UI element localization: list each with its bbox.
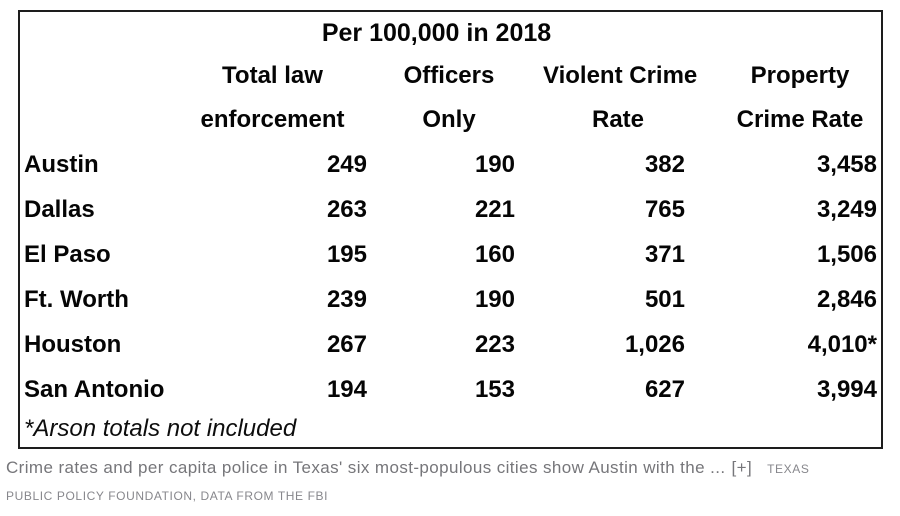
city-label: El Paso <box>24 240 111 268</box>
officers-only-value: 223 <box>474 330 515 358</box>
city-label: San Antonio <box>24 375 165 403</box>
property-crime-rate-value: 2,846 <box>816 285 877 313</box>
officers-only-value: 153 <box>474 375 515 403</box>
property-crime-rate-value: 3,458 <box>816 150 877 178</box>
officers-only-value: 221 <box>474 195 515 223</box>
credit-line-1: TEXAS <box>767 462 810 476</box>
property-crime-rate-value: 3,249 <box>816 195 877 223</box>
table-row: Ft. Worth 239 190 501 2,846 <box>20 277 881 322</box>
violent-crime-rate-value: 765 <box>644 195 685 223</box>
violent-crime-rate-value: 501 <box>644 285 685 313</box>
data-table: Total law enforcement Officers Only Viol… <box>20 54 881 412</box>
table-footnote: *Arson totals not included <box>24 415 297 442</box>
table-row: Austin 249 190 382 3,458 <box>20 142 881 187</box>
city-label: Dallas <box>24 195 95 223</box>
officers-only-value: 190 <box>474 150 515 178</box>
table-row: San Antonio 194 153 627 3,994 <box>20 367 881 412</box>
violent-crime-rate-value: 627 <box>644 375 685 403</box>
table-row: Dallas 263 221 765 3,249 <box>20 187 881 232</box>
property-crime-rate-value: 1,506 <box>816 240 877 268</box>
violent-crime-rate-value: 371 <box>644 240 685 268</box>
header-row: Total law enforcement Officers Only Viol… <box>20 54 881 142</box>
column-header-violent-crime-rate: Violent Crime Rate <box>543 62 698 133</box>
total-law-enforcement-value: 267 <box>326 330 367 358</box>
property-crime-rate-value: 3,994 <box>816 375 877 403</box>
total-law-enforcement-value: 249 <box>326 150 367 178</box>
credit-line-2: PUBLIC POLICY FOUNDATION, DATA FROM THE … <box>6 489 329 503</box>
total-law-enforcement-value: 194 <box>326 375 367 403</box>
city-label: Houston <box>24 330 122 358</box>
total-law-enforcement-value: 195 <box>326 240 367 268</box>
caption-line-1: Crime rates and per capita police in Tex… <box>6 456 890 481</box>
column-header-total-law-enforcement: Total law enforcement <box>200 62 345 133</box>
figure-caption: Crime rates and per capita police in Tex… <box>6 456 890 503</box>
violent-crime-rate-value: 382 <box>644 150 685 178</box>
property-crime-rate-value: 4,010* <box>807 330 877 358</box>
caption-text: Crime rates and per capita police in Tex… <box>6 458 726 477</box>
column-header-property-crime-rate: Property Crime Rate <box>736 62 864 133</box>
expand-caption-button[interactable]: [+] <box>731 458 753 477</box>
column-header-officers-only: Officers Only <box>403 62 495 133</box>
city-label: Ft. Worth <box>24 285 129 313</box>
total-law-enforcement-value: 263 <box>326 195 367 223</box>
officers-only-value: 160 <box>474 240 515 268</box>
city-label: Austin <box>24 150 99 178</box>
column-header-city <box>20 54 170 142</box>
crime-stats-table: Per 100,000 in 2018 Total law enforcemen… <box>18 10 883 449</box>
table-row: Houston 267 223 1,026 4,010* <box>20 322 881 367</box>
officers-only-value: 190 <box>474 285 515 313</box>
total-law-enforcement-value: 239 <box>326 285 367 313</box>
violent-crime-rate-value: 1,026 <box>624 330 685 358</box>
table-title: Per 100,000 in 2018 <box>321 19 552 47</box>
table-row: El Paso 195 160 371 1,506 <box>20 232 881 277</box>
